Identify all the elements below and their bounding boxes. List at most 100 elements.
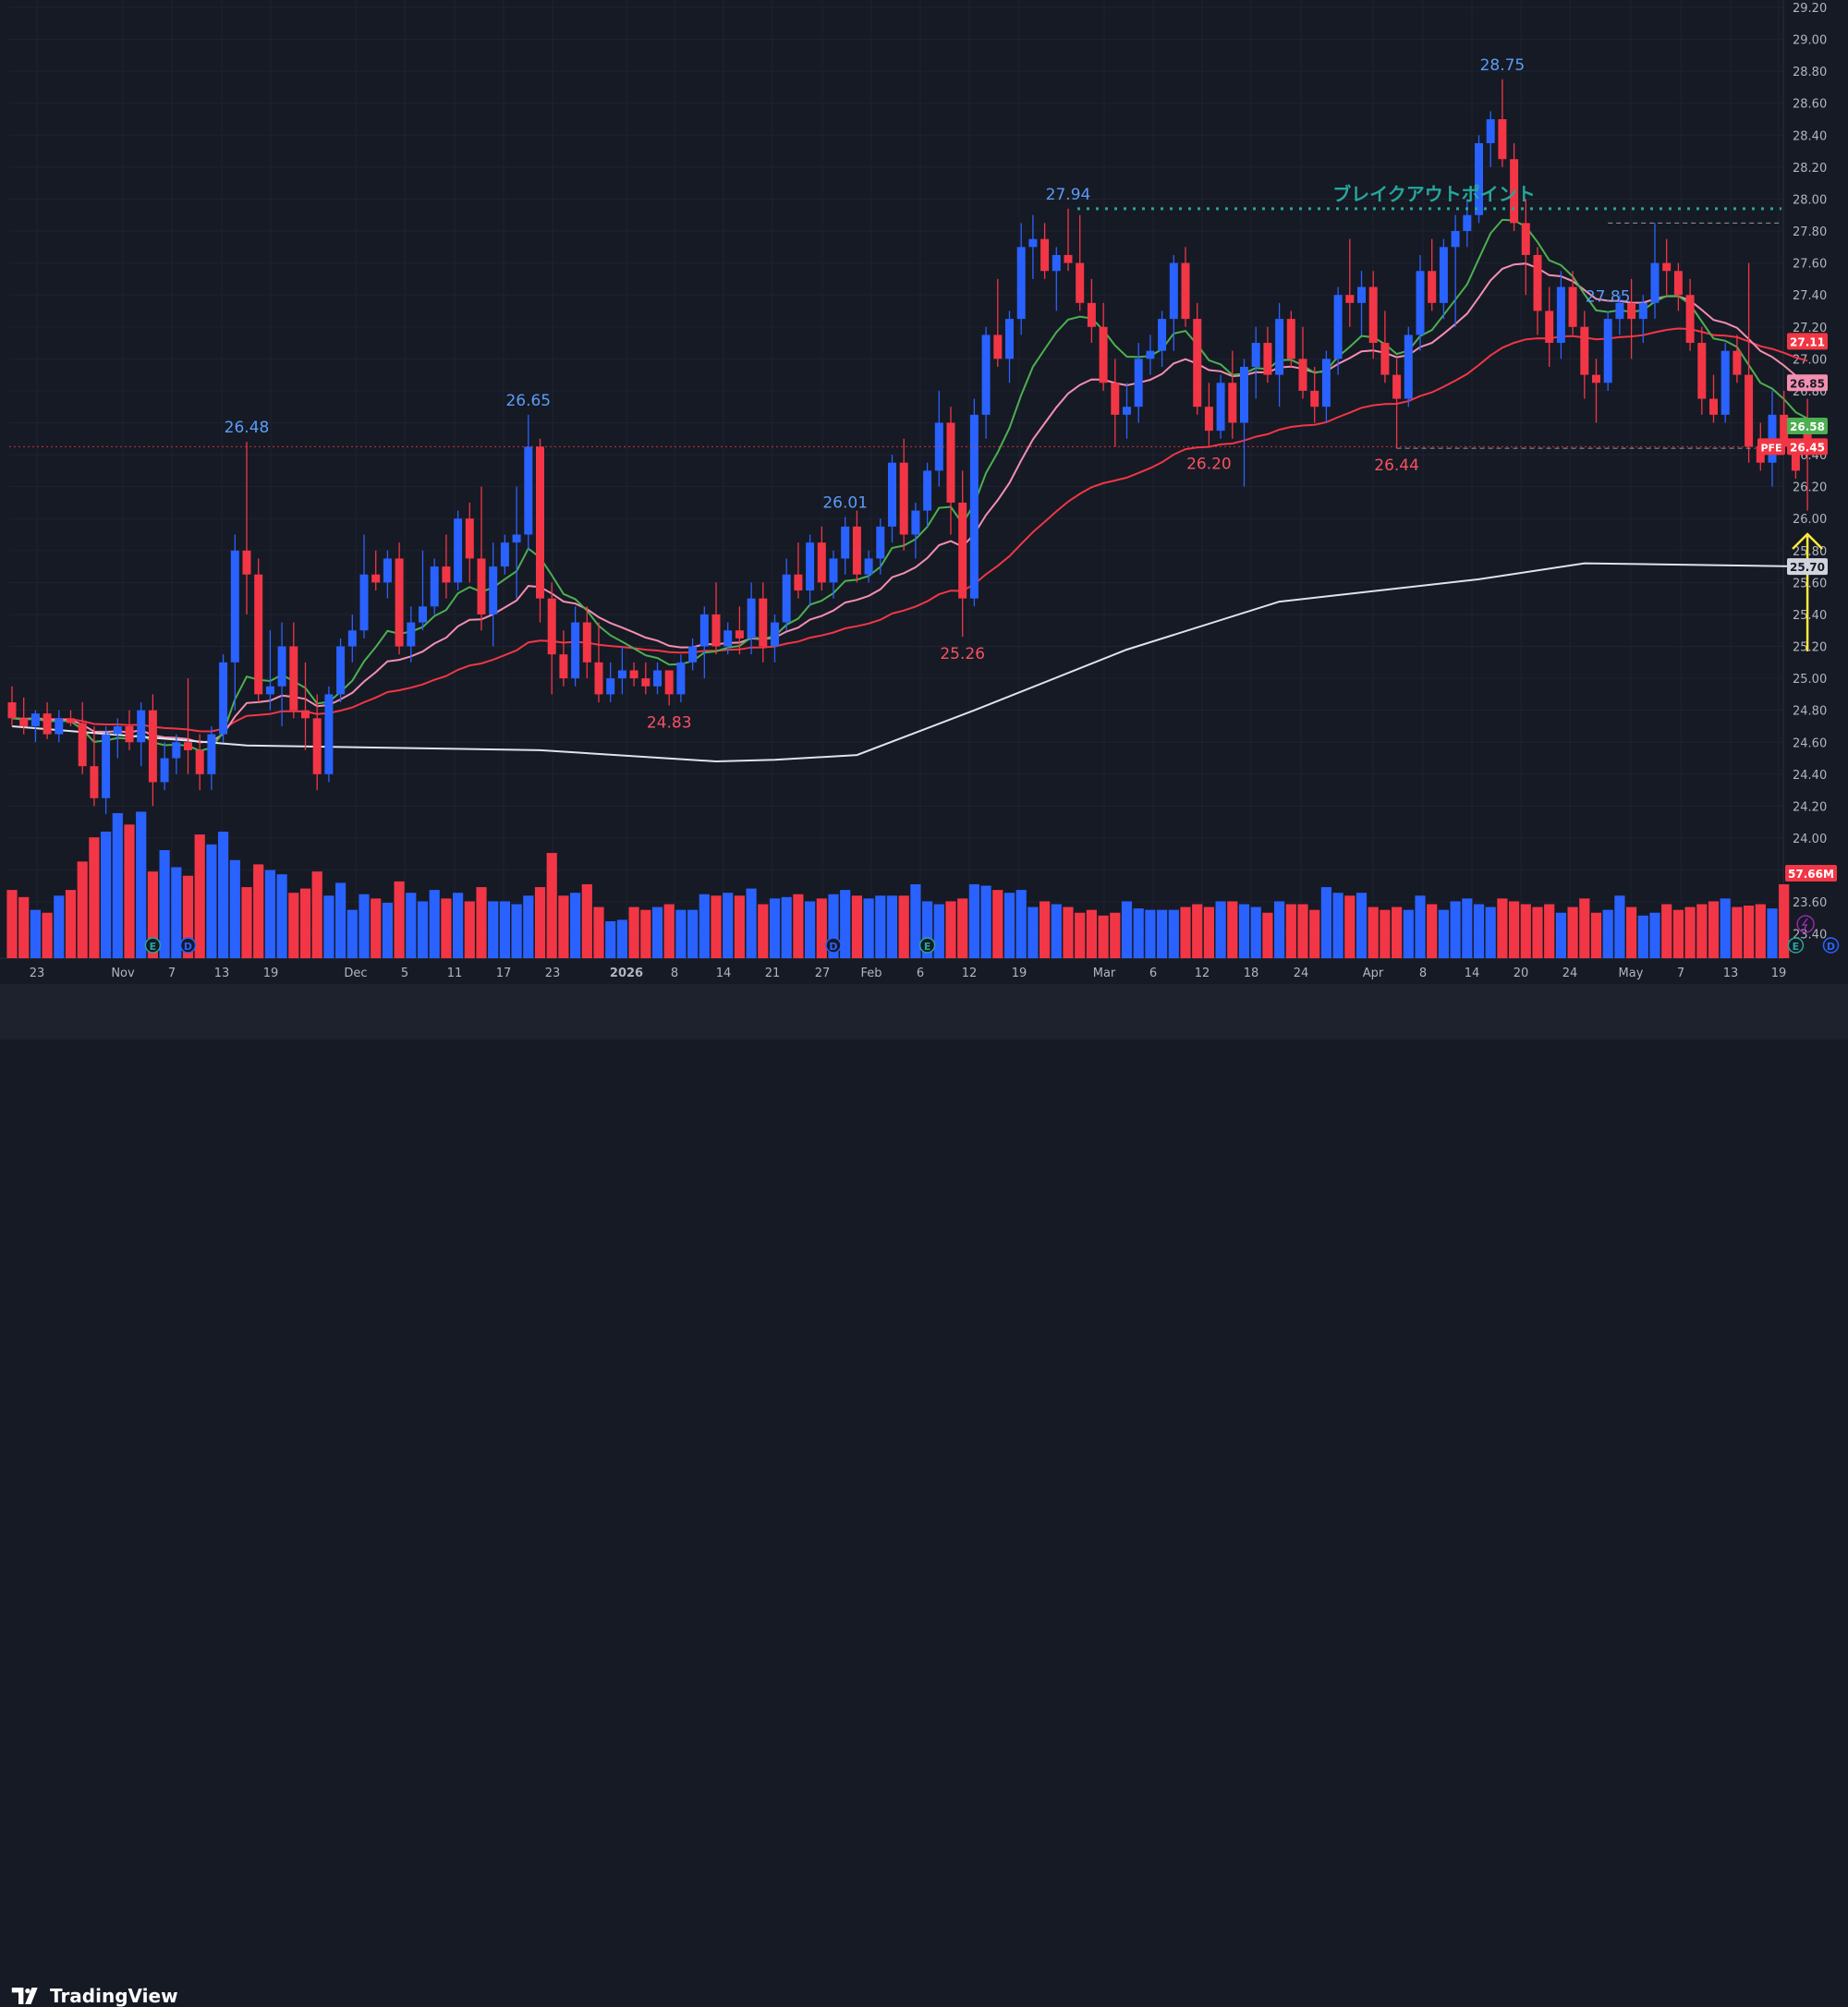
volume-last-tag: 57.66M xyxy=(1785,865,1837,882)
candle xyxy=(1298,326,1307,399)
candle xyxy=(606,662,615,703)
candle-body xyxy=(1580,326,1589,375)
candle xyxy=(219,654,228,743)
candle-body xyxy=(1439,247,1448,303)
earnings-marker: E xyxy=(1787,937,1805,954)
candle-body xyxy=(864,558,873,575)
candle-body xyxy=(1545,310,1554,344)
grid xyxy=(9,0,1783,958)
volume-bar xyxy=(1121,901,1133,958)
candle xyxy=(1158,310,1167,367)
high-price-label: 26.65 xyxy=(505,392,551,410)
candle-body xyxy=(148,710,157,783)
candle-body xyxy=(395,558,404,647)
candle-body xyxy=(582,622,591,663)
candle xyxy=(664,670,674,706)
candle-body xyxy=(347,630,357,647)
candle-body xyxy=(899,462,908,535)
candle xyxy=(1099,302,1108,391)
volume-bar xyxy=(299,888,311,958)
ma-green-price-tag: 26.58 xyxy=(1787,417,1828,434)
low-price-label: 26.44 xyxy=(1374,456,1419,475)
y-tick-label: 27.20 xyxy=(1793,322,1827,335)
svg-text:E: E xyxy=(150,941,157,953)
y-tick-label: 28.80 xyxy=(1793,66,1827,79)
volume-bar xyxy=(1497,898,1508,958)
volume-bar xyxy=(89,837,100,958)
moving-average-line-200 xyxy=(11,562,1808,763)
candle xyxy=(1111,359,1120,447)
brand[interactable]: TradingView xyxy=(11,1985,178,2007)
candle xyxy=(771,614,779,663)
candle xyxy=(395,542,404,655)
volume-bar xyxy=(1708,901,1720,958)
candle xyxy=(160,742,169,791)
y-tick-label: 24.60 xyxy=(1793,736,1827,750)
volume-bar xyxy=(1086,909,1097,958)
dividend-marker: D xyxy=(1822,937,1840,954)
chart-area[interactable]: 29.20 29.00 28.80 28.60 28.40 28.20 28.00 27.80… xyxy=(0,0,1848,1040)
volume-bar xyxy=(593,906,604,958)
candle-body xyxy=(981,334,991,415)
candle xyxy=(347,614,357,663)
volume-bar xyxy=(229,859,240,958)
svg-text:26.58: 26.58 xyxy=(1790,420,1825,433)
candle xyxy=(547,582,556,695)
x-tick-label: Feb xyxy=(860,967,881,980)
volume-bar xyxy=(1027,906,1039,958)
candle-body xyxy=(1111,383,1120,415)
candle-body xyxy=(289,646,298,711)
candle xyxy=(359,534,369,639)
volume-bar xyxy=(663,904,675,958)
candle xyxy=(30,710,40,743)
candle xyxy=(1673,262,1683,311)
candle-body xyxy=(606,678,615,695)
volume-bar xyxy=(1509,901,1520,958)
volume-bar xyxy=(499,901,510,958)
candle xyxy=(958,470,967,638)
candle xyxy=(1439,238,1448,320)
candle xyxy=(289,622,298,719)
y-tick-label: 24.40 xyxy=(1793,769,1827,783)
candle xyxy=(1216,374,1225,439)
candle xyxy=(500,534,509,575)
candle-body xyxy=(265,686,274,695)
candle xyxy=(864,550,873,583)
candle-body xyxy=(419,606,427,623)
candle-body xyxy=(676,662,686,695)
volume-bar xyxy=(1661,904,1672,958)
candle xyxy=(1580,310,1589,399)
volume-bar xyxy=(675,909,687,958)
candle-body xyxy=(90,766,99,798)
moving-average-line-pink xyxy=(11,262,1808,744)
volume-bar xyxy=(546,853,557,958)
volume-bar xyxy=(18,896,30,958)
candle xyxy=(1193,302,1202,415)
candle-body xyxy=(536,446,544,599)
candlestick-chart[interactable]: 29.20 29.00 28.80 28.60 28.40 28.20 28.00 27.80… xyxy=(0,0,1848,984)
volume-bar xyxy=(769,898,781,958)
candle xyxy=(629,662,638,687)
x-tick-label: Dec xyxy=(344,967,367,980)
earnings-marker: E xyxy=(918,937,936,954)
candle-body xyxy=(571,622,580,679)
candle xyxy=(1333,286,1343,375)
footer-bar: TradingView xyxy=(0,984,1848,2007)
volume-bar xyxy=(980,885,991,958)
earnings-marker: E xyxy=(144,937,162,954)
volume-bar xyxy=(417,901,429,958)
volume-bar xyxy=(968,883,979,958)
candle xyxy=(78,702,87,774)
volume-bar xyxy=(640,909,651,958)
volume-bar xyxy=(1755,904,1766,958)
candle-body xyxy=(806,542,815,591)
candle-body xyxy=(688,646,698,663)
volume-bar xyxy=(1098,915,1109,958)
candle xyxy=(688,638,698,671)
candle xyxy=(1040,223,1050,279)
volume-bar xyxy=(1344,895,1356,958)
x-tick-label: 21 xyxy=(765,967,781,980)
low-price-label: 24.83 xyxy=(647,713,692,732)
candle-body xyxy=(1416,271,1425,335)
candle-body xyxy=(1780,414,1789,447)
